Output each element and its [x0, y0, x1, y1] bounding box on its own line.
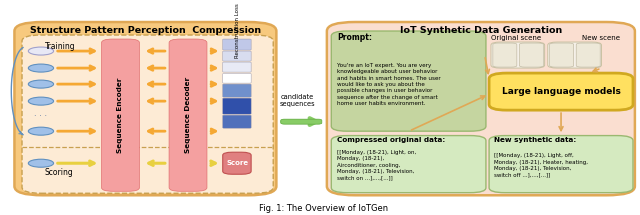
FancyBboxPatch shape	[15, 22, 276, 195]
Text: Scoring: Scoring	[45, 168, 74, 177]
Text: Prompt:: Prompt:	[337, 33, 372, 42]
FancyBboxPatch shape	[332, 136, 486, 193]
FancyBboxPatch shape	[520, 43, 543, 67]
Text: Training: Training	[45, 41, 76, 51]
FancyBboxPatch shape	[223, 51, 251, 61]
FancyBboxPatch shape	[223, 39, 251, 50]
Text: [[Monday, (18-21), Light, on,
Monday, (18-21),
Airconditioner, cooling,
Monday, : [[Monday, (18-21), Light, on, Monday, (1…	[337, 150, 416, 181]
Text: Fig. 1: The Overview of IoTGen: Fig. 1: The Overview of IoTGen	[259, 204, 388, 213]
Text: IoT Synthetic Data Generation: IoT Synthetic Data Generation	[401, 26, 563, 35]
Text: [[Monday, (18-21), Light, off,
Monday, (18-21), Heater, heating,
Monday, (18-21): [[Monday, (18-21), Light, off, Monday, (…	[494, 153, 588, 177]
FancyBboxPatch shape	[489, 136, 633, 193]
Circle shape	[28, 64, 54, 72]
FancyBboxPatch shape	[281, 119, 322, 124]
Text: Original scene: Original scene	[491, 35, 541, 41]
FancyBboxPatch shape	[493, 43, 517, 67]
Text: candidate
sequences: candidate sequences	[280, 94, 315, 107]
FancyBboxPatch shape	[102, 39, 140, 191]
Text: Score: Score	[226, 160, 248, 166]
Text: Reconstruction Loss: Reconstruction Loss	[236, 4, 241, 58]
FancyBboxPatch shape	[491, 42, 545, 68]
Text: · · ·: · · ·	[35, 112, 47, 121]
FancyBboxPatch shape	[169, 39, 207, 191]
Text: New synthetic data:: New synthetic data:	[494, 137, 577, 143]
Text: New scene: New scene	[582, 35, 620, 41]
FancyBboxPatch shape	[223, 74, 251, 83]
FancyBboxPatch shape	[223, 98, 251, 114]
FancyBboxPatch shape	[548, 42, 602, 68]
Circle shape	[28, 47, 54, 55]
FancyBboxPatch shape	[223, 152, 251, 174]
FancyBboxPatch shape	[327, 22, 635, 195]
FancyBboxPatch shape	[550, 43, 573, 67]
FancyBboxPatch shape	[223, 115, 251, 128]
FancyBboxPatch shape	[223, 62, 251, 72]
FancyBboxPatch shape	[576, 43, 600, 67]
Circle shape	[28, 159, 54, 167]
Circle shape	[28, 80, 54, 88]
Circle shape	[28, 127, 54, 135]
Text: Compressed original data:: Compressed original data:	[337, 137, 445, 143]
Text: Sequence Encoder: Sequence Encoder	[118, 77, 124, 153]
FancyBboxPatch shape	[489, 73, 633, 110]
Text: Large language models: Large language models	[502, 87, 620, 96]
Circle shape	[28, 97, 54, 105]
Text: Sequence Decoder: Sequence Decoder	[185, 77, 191, 153]
Text: You're an IoT expert. You are very
knowledgeable about user behavior
and habits : You're an IoT expert. You are very knowl…	[337, 63, 441, 106]
FancyBboxPatch shape	[223, 84, 251, 97]
Text: Structure Pattern Perception  Compression: Structure Pattern Perception Compression	[30, 26, 261, 35]
FancyBboxPatch shape	[22, 35, 273, 193]
FancyBboxPatch shape	[332, 31, 486, 131]
